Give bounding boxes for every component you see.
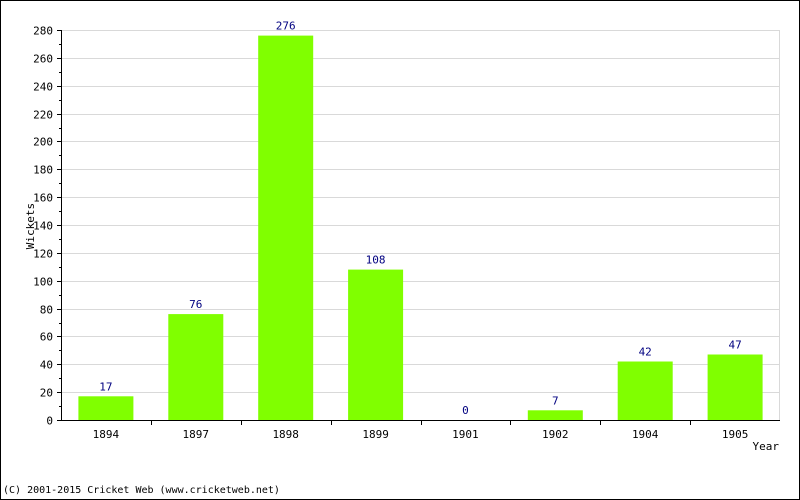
labels: 0 20 40 60 80 100 120 140 160 180 200 220 240 260 280 1…: [33, 20, 748, 441]
data-label-1905: 47: [728, 339, 741, 352]
y-tick-label: 260: [33, 53, 53, 66]
x-tick-label: 1899: [362, 428, 389, 441]
bar-1899: [348, 269, 404, 420]
data-label-1901: 0: [462, 404, 469, 417]
bar-1902: [527, 410, 583, 421]
x-tick-label: 1894: [93, 428, 120, 441]
y-tick-label: 180: [33, 164, 53, 177]
y-tick-label: 200: [33, 136, 53, 149]
x-tick-label: 1897: [183, 428, 210, 441]
x-tick-label: 1905: [722, 428, 749, 441]
axes: [57, 30, 780, 425]
bars: [78, 35, 763, 421]
bar-1905: [707, 354, 763, 420]
data-label-1898: 276: [276, 20, 296, 33]
data-label-1902: 7: [552, 394, 559, 407]
bar-1898: [258, 35, 314, 420]
x-tick-label: 1901: [452, 428, 479, 441]
data-label-1904: 42: [639, 346, 652, 359]
y-tick-label: 80: [40, 304, 53, 317]
y-tick-label: 220: [33, 109, 53, 122]
y-tick-label: 0: [46, 415, 53, 428]
y-tick-label: 240: [33, 81, 53, 94]
x-tick-label: 1898: [272, 428, 299, 441]
x-tick-label: 1904: [632, 428, 659, 441]
y-tick-label: 120: [33, 248, 53, 261]
y-tick-label: 100: [33, 276, 53, 289]
data-label-1894: 17: [99, 380, 112, 393]
bar-1904: [617, 361, 673, 420]
y-tick-label: 140: [33, 220, 53, 233]
y-tick-label: 20: [40, 387, 53, 400]
data-label-1899: 108: [366, 254, 386, 267]
y-tick-label: 60: [40, 331, 53, 344]
y-tick-label: 160: [33, 192, 53, 205]
y-tick-label: 280: [33, 25, 53, 38]
copyright-notice: (C) 2001-2015 Cricket Web (www.cricketwe…: [3, 485, 280, 496]
data-label-1897: 76: [189, 298, 202, 311]
x-tick-label: 1902: [542, 428, 569, 441]
y-axis-title: Wickets: [24, 203, 37, 249]
y-tick-label: 40: [40, 359, 53, 372]
bar-1897: [168, 314, 224, 420]
bar-1894: [78, 396, 134, 420]
x-axis-title: Year: [753, 440, 780, 453]
